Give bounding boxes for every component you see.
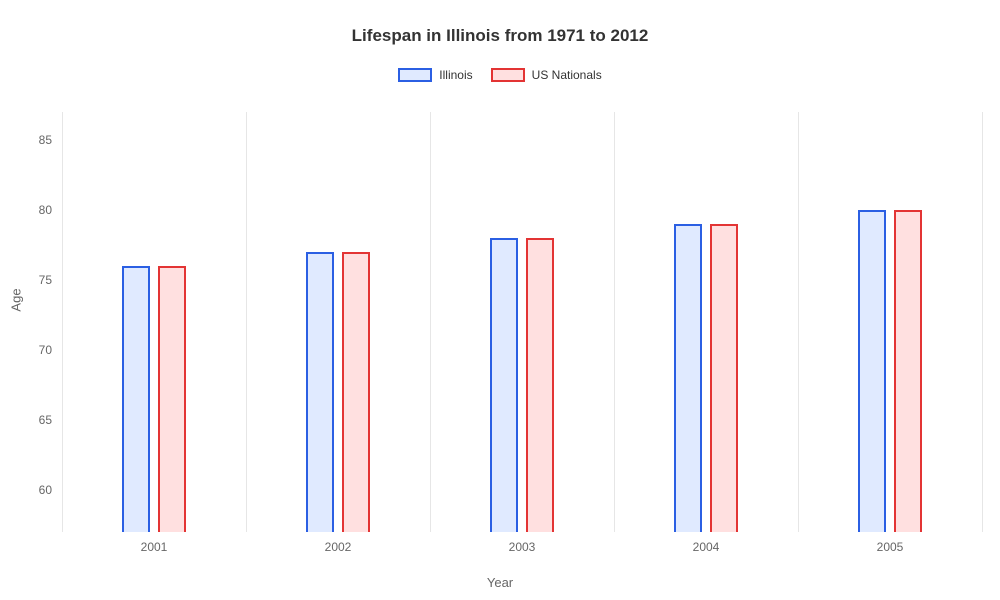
y-tick-label: 80 <box>12 203 52 217</box>
bar <box>490 238 518 532</box>
gridline <box>798 112 799 532</box>
x-tick-label: 2003 <box>509 540 536 554</box>
gridline <box>982 112 983 532</box>
x-tick-label: 2002 <box>325 540 352 554</box>
bar <box>158 266 186 532</box>
bar <box>306 252 334 532</box>
gridline <box>246 112 247 532</box>
bar <box>710 224 738 532</box>
bar <box>342 252 370 532</box>
y-tick-label: 65 <box>12 413 52 427</box>
y-tick-label: 75 <box>12 273 52 287</box>
legend-swatch <box>398 68 432 82</box>
y-axis-label: Age <box>9 288 24 311</box>
gridline <box>430 112 431 532</box>
legend-label: US Nationals <box>532 68 602 82</box>
x-tick-label: 2004 <box>693 540 720 554</box>
legend: Illinois US Nationals <box>0 68 1000 82</box>
bar <box>122 266 150 532</box>
gridline <box>62 112 63 532</box>
y-tick-label: 60 <box>12 483 52 497</box>
x-tick-label: 2005 <box>877 540 904 554</box>
gridline <box>614 112 615 532</box>
y-tick-label: 85 <box>12 133 52 147</box>
legend-item: US Nationals <box>491 68 602 82</box>
legend-item: Illinois <box>398 68 472 82</box>
legend-label: Illinois <box>439 68 472 82</box>
chart-title: Lifespan in Illinois from 1971 to 2012 <box>0 0 1000 46</box>
bar <box>526 238 554 532</box>
y-tick-label: 70 <box>12 343 52 357</box>
x-axis-label: Year <box>487 575 513 590</box>
plot-area: 60657075808520012002200320042005 <box>62 112 982 532</box>
x-tick-label: 2001 <box>141 540 168 554</box>
bar <box>894 210 922 532</box>
bar <box>858 210 886 532</box>
legend-swatch <box>491 68 525 82</box>
bar <box>674 224 702 532</box>
